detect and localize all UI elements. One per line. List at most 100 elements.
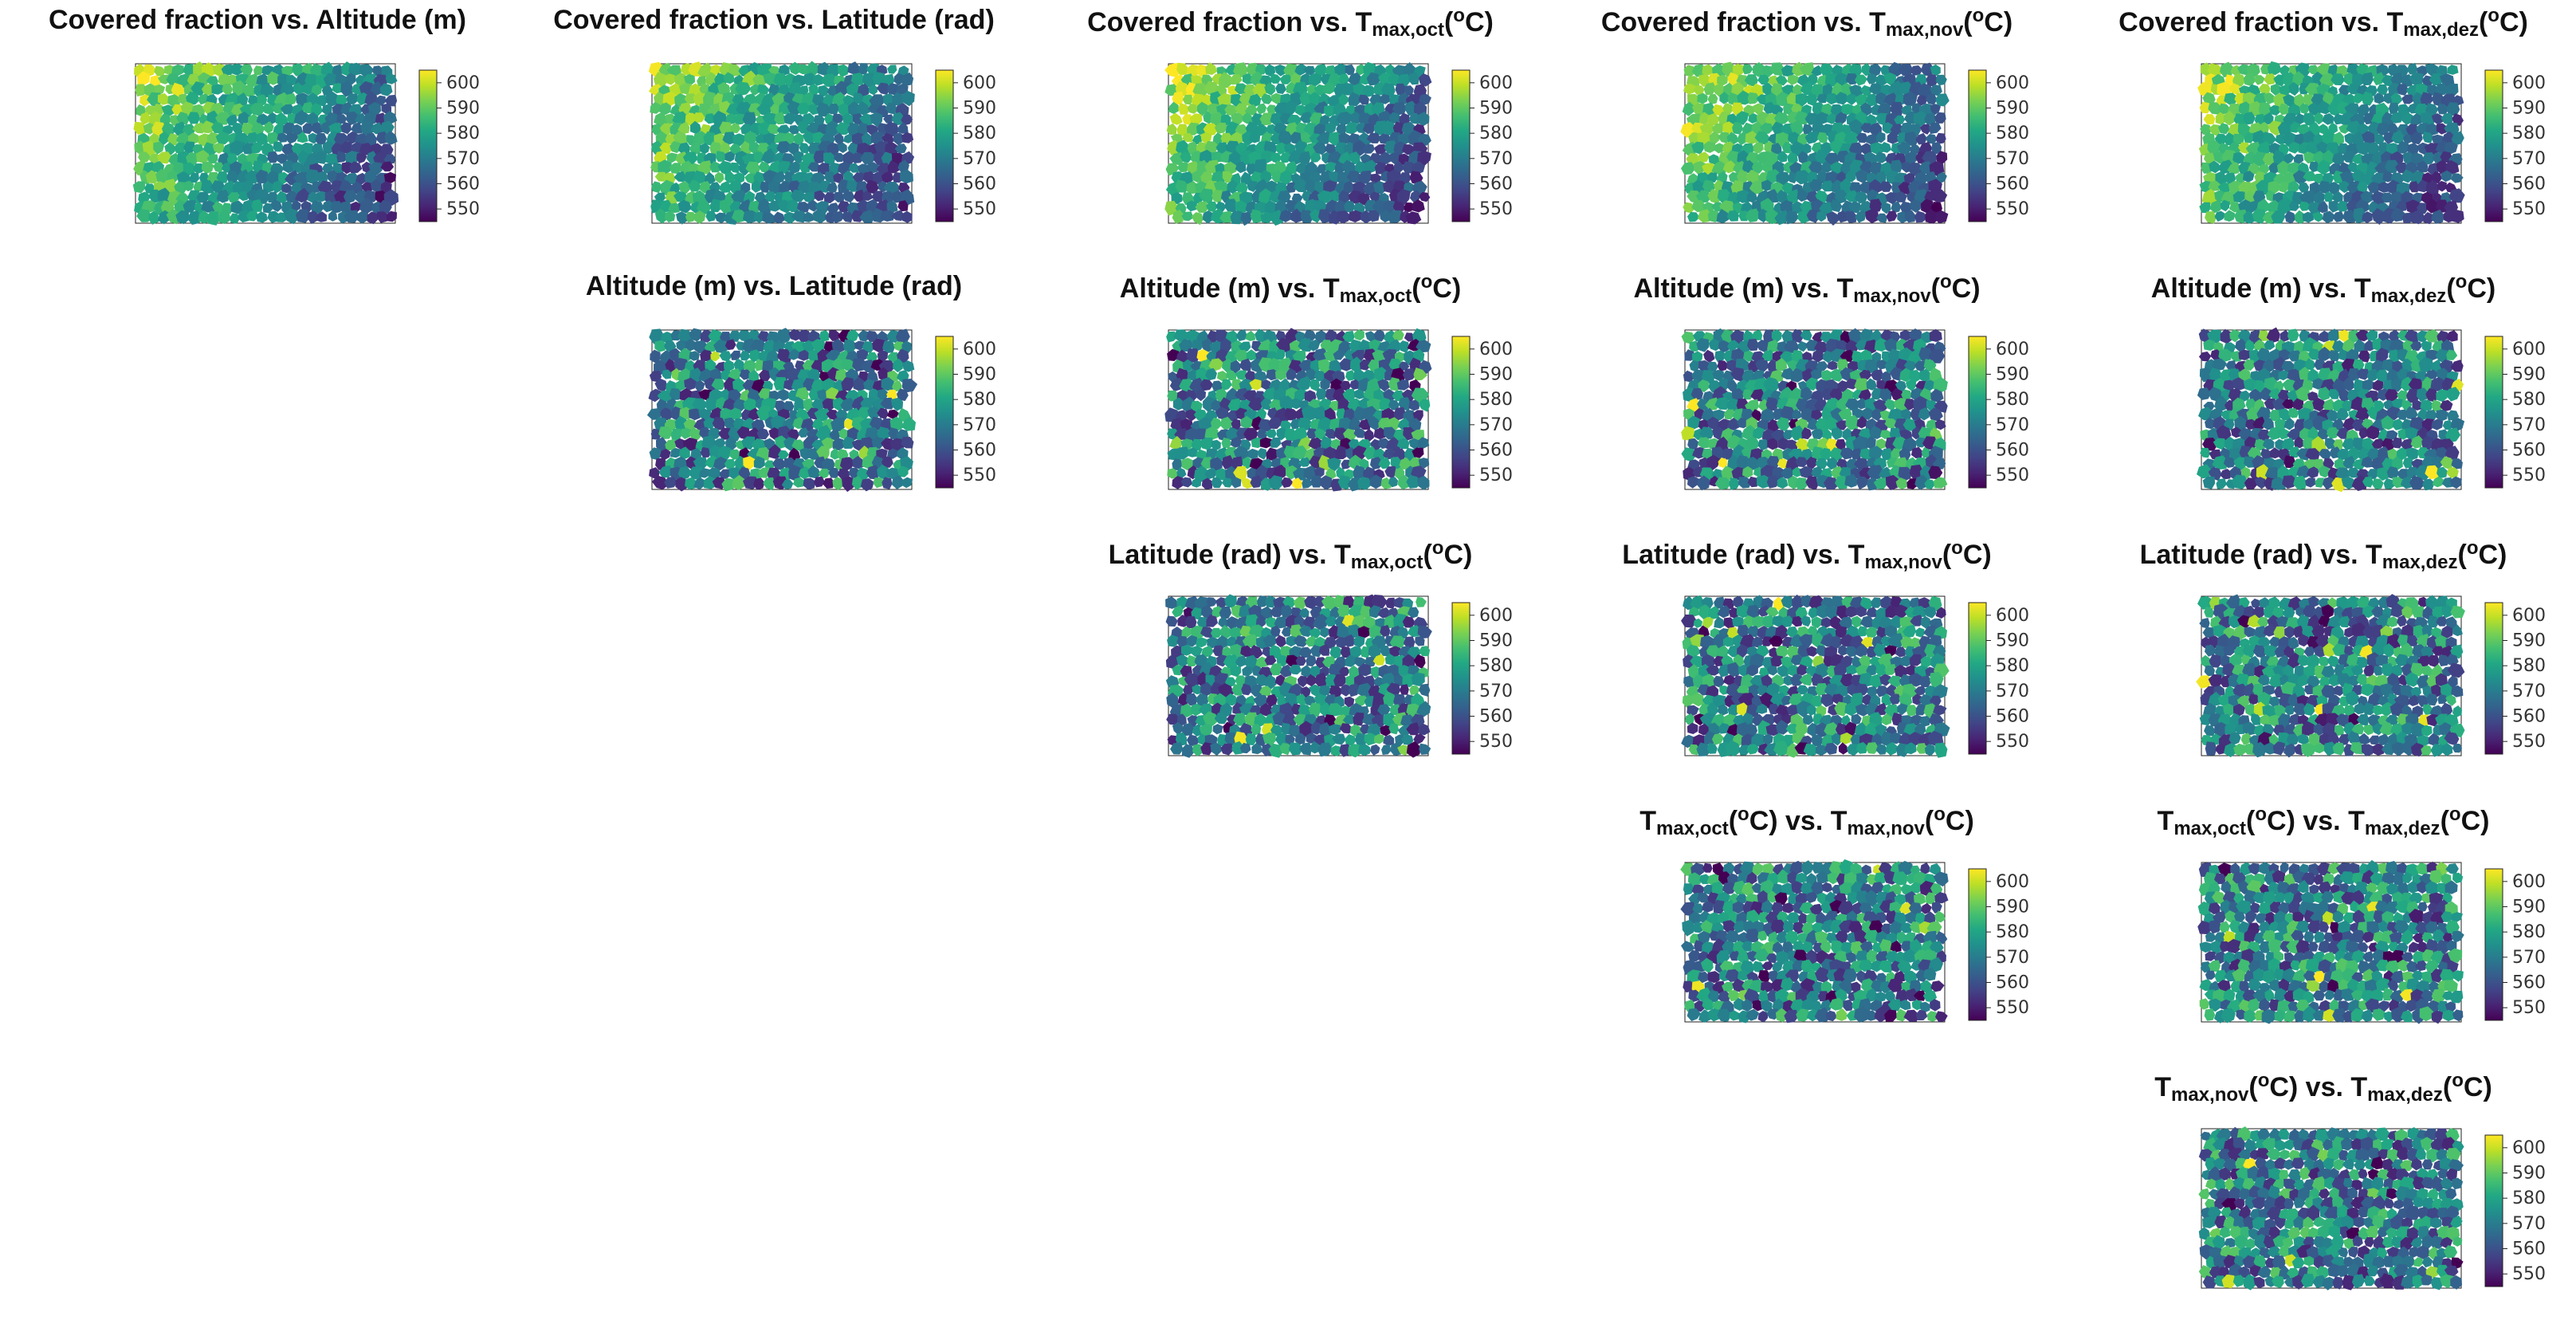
colorbar-tick-label: 600 xyxy=(1996,73,2029,93)
heatmap-cell xyxy=(1707,94,1718,104)
colorbar-tick-label: 590 xyxy=(1996,99,2029,119)
colorbar-tick-label: 570 xyxy=(2512,415,2546,435)
colorbar-tick-label: 550 xyxy=(1479,199,1513,219)
heatmap-cell xyxy=(2225,210,2236,222)
heatmap-cell xyxy=(1349,210,1362,222)
colorbar-tick-label: 590 xyxy=(1996,365,2029,385)
heatmap-cell xyxy=(1416,597,1427,607)
colorbar-tick-label: 600 xyxy=(2512,73,2546,93)
colorbar-tick-label: 580 xyxy=(2512,390,2546,410)
heatmap-cell xyxy=(222,84,233,95)
heatmap-cell xyxy=(2199,202,2210,214)
colorbar-tick-label: 590 xyxy=(963,365,996,385)
colorbar-tick-label: 590 xyxy=(1479,631,1513,651)
heatmap-cell xyxy=(1800,674,1813,686)
colorbar-tick-label: 580 xyxy=(446,124,480,143)
heatmap-cell xyxy=(887,65,897,73)
colorbar-tick-label: 570 xyxy=(1479,682,1513,701)
heatmap-cell xyxy=(901,211,913,223)
heatmap-cell xyxy=(2244,73,2256,86)
heatmap-cell xyxy=(1383,735,1394,746)
heatmap-cell xyxy=(2312,212,2323,222)
heatmap-cell xyxy=(2199,618,2209,629)
colorbar-tick-label: 580 xyxy=(1996,656,2029,676)
heatmap-cell xyxy=(1246,733,1257,745)
heatmap-cell xyxy=(154,66,166,77)
heatmap-cell xyxy=(1241,212,1253,226)
colorbar-tick-label: 560 xyxy=(1996,441,2029,461)
colorbar-tick-label: 600 xyxy=(1479,606,1513,626)
heatmap-cell xyxy=(1236,329,1247,341)
heatmap-cell xyxy=(783,113,795,125)
colorbar-tick-label: 570 xyxy=(963,415,996,435)
colorbar-tick-label: 580 xyxy=(1996,390,2029,410)
colorbar-tick-label: 550 xyxy=(963,199,996,219)
heatmap-cell xyxy=(1166,616,1178,627)
colorbar-tick-label: 580 xyxy=(1479,390,1513,410)
heatmap-cell xyxy=(2305,477,2315,487)
heatmap-cell xyxy=(1871,597,1882,607)
colorbar xyxy=(1969,70,1986,222)
heatmap-cell xyxy=(2401,95,2414,104)
heatmap-cell xyxy=(1294,597,1307,609)
heatmap-cell xyxy=(724,360,735,371)
colorbar-tick-label: 600 xyxy=(1479,73,1513,93)
colorbar-tick-label: 560 xyxy=(1479,175,1513,194)
colorbar-tick-label: 580 xyxy=(2512,124,2546,143)
heatmap-cell xyxy=(2199,352,2211,362)
colorbar-tick-label: 550 xyxy=(1996,466,2029,485)
heatmap-cell xyxy=(1936,75,1947,86)
heatmap-cell xyxy=(2393,418,2404,430)
heatmap-cell xyxy=(650,447,662,460)
colorbar-tick-label: 560 xyxy=(2512,441,2546,461)
heatmap-cell xyxy=(762,212,775,223)
colorbar xyxy=(2485,336,2503,488)
heatmap-cell xyxy=(1275,635,1286,648)
colorbar-tick-label: 570 xyxy=(446,149,480,169)
heatmap-cell xyxy=(340,122,351,134)
heatmap-cell xyxy=(2218,123,2229,134)
heatmap-cell xyxy=(1299,742,1312,755)
colorbar-tick-label: 550 xyxy=(1479,466,1513,485)
heatmap-cell xyxy=(1242,666,1252,677)
heatmap-cell xyxy=(1788,75,1800,85)
heatmap-cell xyxy=(705,210,717,222)
colorbar-tick-label: 570 xyxy=(963,149,996,169)
heatmap-cell xyxy=(1911,447,1923,458)
heatmap-cell xyxy=(757,84,769,95)
colorbar-tick-label: 570 xyxy=(1996,415,2029,435)
colorbar-tick-label: 600 xyxy=(963,340,996,360)
heatmap-cell xyxy=(803,478,816,490)
colorbar-tick-label: 600 xyxy=(1996,606,2029,626)
colorbar xyxy=(1452,603,1470,754)
heatmap-cell xyxy=(1260,438,1272,449)
colorbar-tick-label: 580 xyxy=(963,124,996,143)
colorbar-tick-label: 560 xyxy=(446,175,480,194)
heatmap-cell xyxy=(1385,598,1396,609)
heatmap-cell xyxy=(256,211,268,222)
colorbar xyxy=(1969,336,1986,488)
heatmap-cell xyxy=(2449,188,2465,202)
heatmap-cell xyxy=(1205,62,1217,75)
heatmap-cell xyxy=(2315,477,2324,487)
heatmap-cell xyxy=(356,211,368,224)
colorbar-tick-label: 570 xyxy=(1996,682,2029,701)
heatmap-cell xyxy=(2319,331,2330,343)
heatmap-cell xyxy=(1895,646,1906,658)
colorbar-tick-label: 550 xyxy=(1996,732,2029,752)
heatmap-cell xyxy=(1270,438,1282,448)
heatmap-cell xyxy=(1914,211,1927,223)
colorbar xyxy=(1452,336,1470,488)
heatmap-cell xyxy=(1170,113,1183,125)
